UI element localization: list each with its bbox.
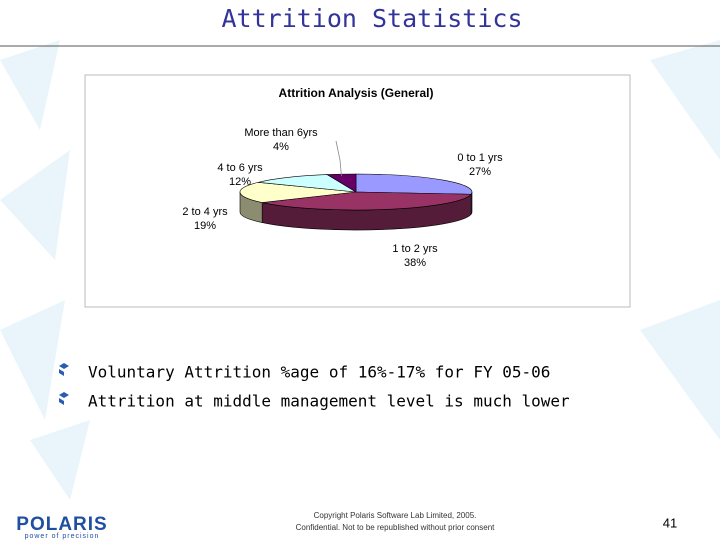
slice-value-label: 4%: [273, 141, 289, 153]
pie: 0 to 1 yrs 27% 1 to 2 yrs 38% 2 to 4 yrs 19% 4…: [182, 127, 503, 269]
bullet-text: Attrition at middle management level is …: [88, 392, 570, 411]
slice-label: 4 to 6 yrs: [217, 162, 263, 174]
background-decoration: [0, 40, 720, 500]
slice-label: 0 to 1 yrs: [457, 152, 503, 164]
decor-shape: [0, 40, 60, 130]
bullet-list: Voluntary Attrition %age of 16%-17% for …: [59, 363, 570, 411]
chart-title: Attrition Analysis (General): [279, 86, 434, 100]
slice-label: 2 to 4 yrs: [182, 206, 228, 218]
pie-slice: [355, 173, 473, 195]
decor-shape: [30, 420, 90, 500]
slice-value-label: 27%: [469, 166, 491, 178]
slice-label: More than 6yrs: [244, 127, 318, 139]
slice-value-label: 19%: [194, 220, 216, 232]
decor-shape: [0, 150, 70, 260]
slice-value-label: 38%: [404, 257, 426, 269]
page-number: 41: [663, 515, 677, 530]
bullet-icon: [59, 392, 69, 405]
bullet-text: Voluntary Attrition %age of 16%-17% for …: [88, 363, 550, 382]
pie-slice: [257, 174, 357, 193]
decor-shape: [0, 300, 65, 420]
footer-text: Copyright Polaris Software Lab Limited, …: [314, 511, 477, 520]
slice-label: 1 to 2 yrs: [392, 243, 438, 255]
bullet-icon: [59, 363, 69, 376]
decor-shape: [650, 40, 720, 160]
pie-slice: [262, 191, 472, 211]
slide-title: Attrition Statistics: [221, 4, 522, 33]
leader-line: [335, 140, 342, 177]
slice-value-label: 12%: [229, 176, 251, 188]
logo-tagline: power of precision: [25, 533, 100, 540]
decor-shape: [640, 300, 720, 440]
footer-text: Confidential. Not to be republished with…: [296, 523, 496, 532]
logo: POLARIS: [16, 514, 107, 535]
pie-slice: [239, 182, 357, 203]
